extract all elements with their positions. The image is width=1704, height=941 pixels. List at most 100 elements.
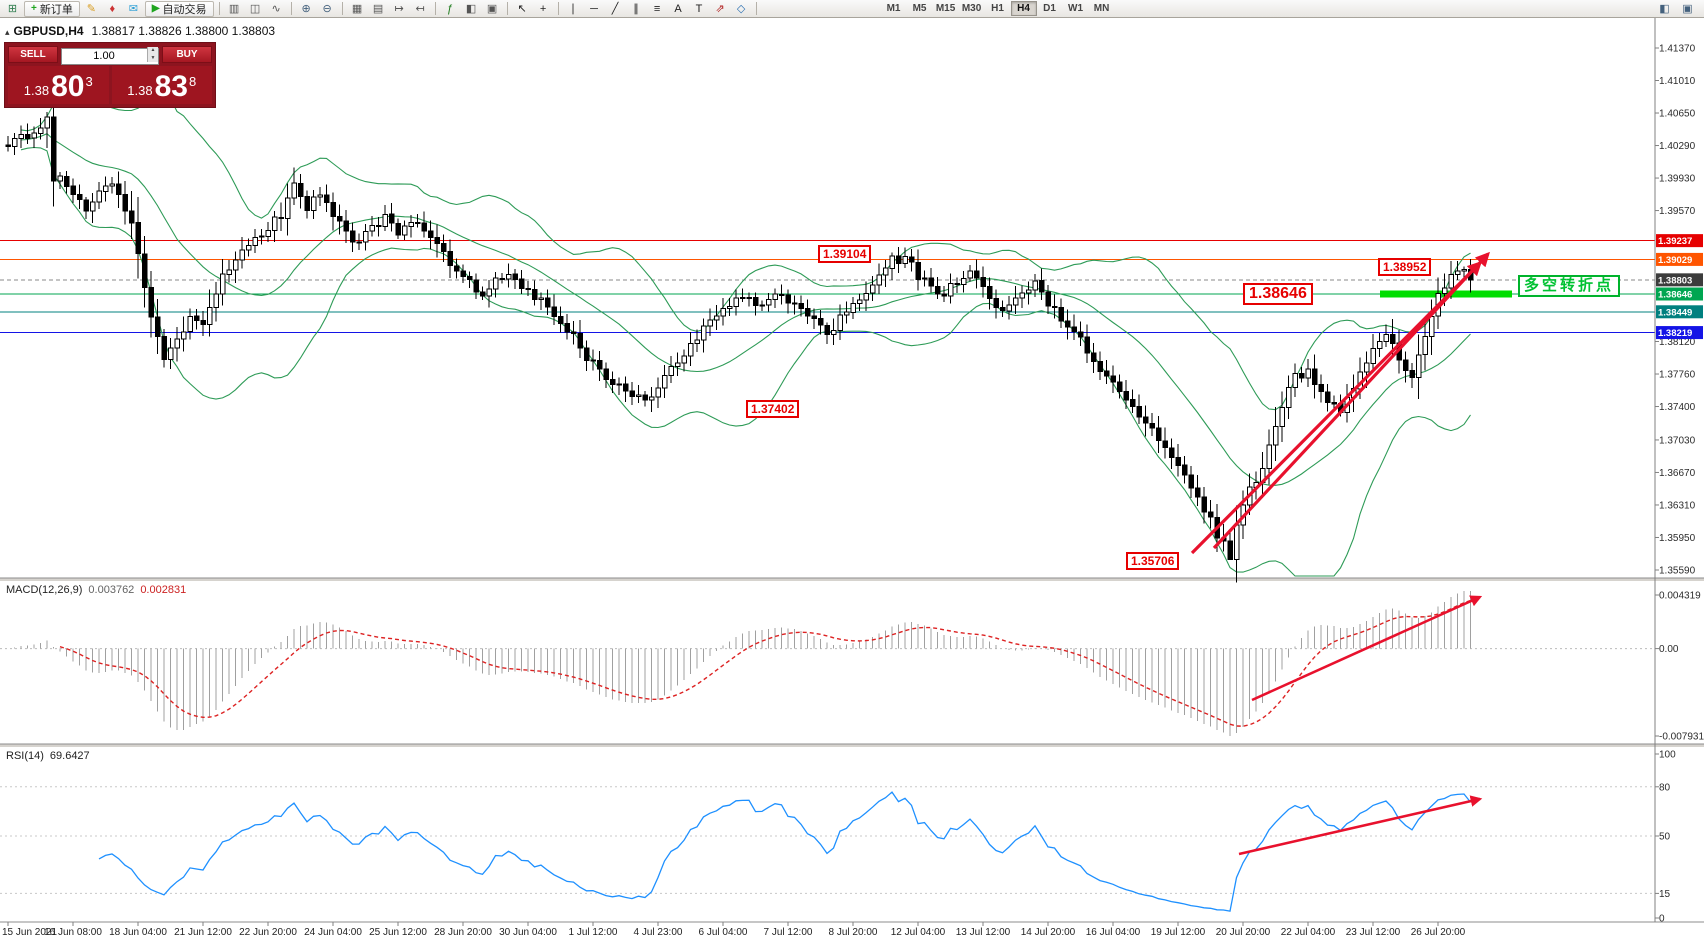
auto-scroll-icon[interactable]: ↦ — [389, 1, 410, 17]
price-annotation[interactable]: 1.35706 — [1126, 552, 1180, 570]
trend-arrow[interactable] — [1212, 251, 1490, 550]
horizontal-line-icon[interactable]: ─ — [584, 1, 605, 17]
timeframe-w1-button[interactable]: W1 — [1063, 1, 1089, 16]
time-axis-label: 24 Jun 04:00 — [304, 927, 362, 938]
cursor-icon[interactable]: ↖ — [512, 1, 533, 17]
price-annotation[interactable]: 1.39104 — [818, 245, 872, 263]
price-level-badge-text: 1.39237 — [1658, 236, 1692, 247]
volume-up-button[interactable]: ▲ — [150, 47, 156, 53]
price-level-badge-text: 1.39029 — [1658, 255, 1692, 266]
time-axis-label: 23 Jul 12:00 — [1346, 927, 1401, 938]
turning-point-annotation[interactable]: 多空转折点 — [1518, 275, 1621, 297]
ask-prefix: 1.38 — [127, 83, 153, 98]
timeframe-h1-button[interactable]: H1 — [985, 1, 1011, 16]
one-click-collapse-icon[interactable]: ▴ — [5, 27, 10, 37]
macd-axis-label: 0.004319 — [1659, 591, 1701, 602]
fullscreen-icon[interactable]: ▣ — [1677, 1, 1698, 17]
rsi-pane: 100 80 50 15 0 — [0, 750, 1676, 925]
indicators-icon[interactable]: ƒ — [440, 1, 461, 17]
time-axis-label: 12 Jul 04:00 — [891, 927, 946, 938]
price-level-badge-text: 1.38219 — [1658, 328, 1692, 339]
crosshair-icon[interactable]: + — [533, 1, 554, 17]
volume-input[interactable] — [61, 47, 159, 65]
price-level-badge — [1656, 252, 1703, 266]
sell-button[interactable]: SELL — [8, 46, 58, 63]
trend-arrow[interactable] — [1190, 260, 1483, 555]
timeframe-m15-button[interactable]: M15 — [933, 1, 959, 16]
timeframe-m1-button[interactable]: M1 — [881, 1, 907, 16]
channel-icon[interactable]: ∥ — [626, 1, 647, 17]
profiles-icon[interactable]: ▣ — [482, 1, 503, 17]
candlestick-chart-icon[interactable]: ◫ — [245, 1, 266, 17]
rsi-axis-label: 80 — [1659, 782, 1671, 793]
history-center-icon[interactable]: ✎ — [81, 1, 102, 17]
price-level-badge-text: 1.38646 — [1658, 290, 1692, 301]
zoom-out-icon[interactable]: ⊖ — [317, 1, 338, 17]
fibonacci-icon[interactable]: ≡ — [647, 1, 668, 17]
trend-arrow[interactable] — [1238, 795, 1483, 856]
auto-trading-button-icon: ▶ — [151, 3, 160, 14]
zoom-in-icon[interactable]: ⊕ — [296, 1, 317, 17]
rsi-indicator-label: RSI(14) 69.6427 — [6, 750, 90, 762]
price-axis-label: 1.39930 — [1659, 174, 1696, 185]
rsi-axis-label: 100 — [1659, 750, 1676, 761]
price-annotation[interactable]: 1.37402 — [746, 400, 800, 418]
alerts-icon[interactable]: ♦ — [102, 1, 123, 17]
ask-price-button[interactable]: 1.38 83 8 — [111, 66, 212, 104]
timeframe-d1-button[interactable]: D1 — [1037, 1, 1063, 16]
timeframe-m30-button[interactable]: M30 — [959, 1, 985, 16]
line-chart-icon[interactable]: ∿ — [266, 1, 287, 17]
timeframe-mn-button[interactable]: MN — [1089, 1, 1115, 16]
ask-pip-digit: 8 — [188, 74, 197, 89]
label-icon[interactable]: T — [689, 1, 710, 17]
bollinger-bands — [20, 92, 1471, 577]
tile-windows-icon[interactable]: ▦ — [347, 1, 368, 17]
templates-icon[interactable]: ◧ — [461, 1, 482, 17]
volume-down-button[interactable]: ▼ — [150, 54, 156, 61]
cascade-windows-icon[interactable]: ▤ — [368, 1, 389, 17]
support-highlight-bar[interactable] — [1380, 290, 1512, 298]
macd-signal-value: 0.002831 — [140, 584, 187, 596]
auto-trading-button[interactable]: ▶ 自动交易 — [144, 0, 214, 17]
time-axis-label: 21 Jun 12:00 — [174, 927, 232, 938]
window-layout-icon[interactable]: ◧ — [1654, 1, 1675, 17]
text-icon[interactable]: A — [668, 1, 689, 17]
time-axis-label: 15 Jun 2021 — [2, 927, 57, 938]
timeframe-m5-button[interactable]: M5 — [907, 1, 933, 16]
price-annotation[interactable]: 1.38646 — [1243, 283, 1313, 305]
time-axis-label: 1 Jul 12:00 — [569, 927, 618, 938]
price-annotation[interactable]: 1.38952 — [1378, 258, 1432, 276]
time-axis-label: 25 Jun 12:00 — [369, 927, 427, 938]
price-axis-label: 1.40650 — [1659, 109, 1696, 120]
price-axis-label: 1.35590 — [1659, 565, 1696, 576]
price-axis-label: 1.38120 — [1659, 337, 1696, 348]
price-level-badge — [1656, 326, 1703, 340]
pane-separator[interactable] — [0, 744, 1704, 747]
timeframe-h4-button[interactable]: H4 — [1010, 1, 1037, 16]
new-order-button[interactable]: + 新订单 — [24, 0, 80, 17]
bollinger-upper — [20, 92, 1471, 411]
trendline-icon[interactable]: ╱ — [605, 1, 626, 17]
price-level-badge — [1656, 287, 1703, 301]
chart-shift-icon[interactable]: ↤ — [410, 1, 431, 17]
macd-signal-line — [59, 599, 1471, 727]
vertical-line-icon[interactable]: ∣ — [563, 1, 584, 17]
mailbox-icon[interactable]: ✉ — [123, 1, 144, 17]
toolbar-separator — [290, 2, 292, 15]
pane-separator[interactable] — [0, 578, 1704, 581]
time-axis-label: 14 Jul 20:00 — [1021, 927, 1076, 938]
buy-button[interactable]: BUY — [162, 46, 212, 63]
new-chart-icon[interactable]: ⊞ — [2, 1, 23, 17]
trend-arrow[interactable] — [1251, 595, 1483, 702]
macd-indicator-label: MACD(12,26,9) 0.003762 0.002831 — [6, 584, 186, 596]
shapes-icon[interactable]: ◇ — [731, 1, 752, 17]
bid-price-button[interactable]: 1.38 80 3 — [8, 66, 109, 104]
bar-chart-icon[interactable]: ▥ — [224, 1, 245, 17]
auto-trading-button-label: 自动交易 — [162, 3, 207, 16]
time-axis-label: 22 Jun 20:00 — [239, 927, 297, 938]
pane-backgrounds — [0, 18, 1704, 941]
arrows-tool-icon[interactable]: ⇗ — [710, 1, 731, 17]
time-axis-label: 30 Jun 04:00 — [499, 927, 557, 938]
